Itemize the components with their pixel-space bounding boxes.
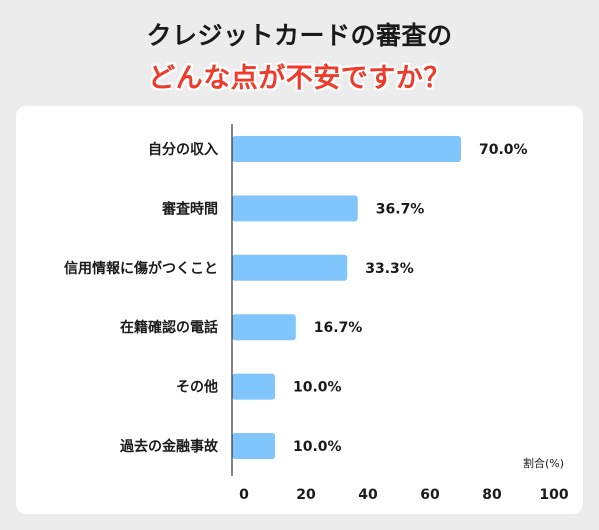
x-axis-label: 割合(%) — [523, 456, 564, 470]
bar-2 — [232, 254, 348, 281]
x-tick-label-1: 20 — [296, 487, 316, 503]
category-label-3: 在籍確認の電話 — [120, 319, 218, 336]
bar-4 — [232, 373, 275, 400]
bar-1 — [232, 195, 358, 222]
value-label-0: 70.0% — [479, 142, 528, 158]
category-label-1: 審査時間 — [161, 200, 218, 217]
value-label-1: 36.7% — [376, 201, 425, 217]
x-tick-label-5: 100 — [539, 487, 568, 503]
value-label-5: 10.0% — [293, 439, 342, 455]
bar-0 — [232, 136, 461, 162]
x-tick-label-0: 0 — [239, 487, 249, 503]
category-label-0: 自分の収入 — [148, 141, 218, 158]
value-label-4: 10.0% — [293, 380, 342, 396]
chart-panel — [16, 106, 583, 514]
x-tick-label-3: 60 — [420, 487, 440, 503]
chart-title-line1: クレジットカードの審査の — [146, 21, 453, 50]
x-tick-label-4: 80 — [482, 487, 502, 503]
x-tick-label-2: 40 — [358, 487, 378, 503]
value-label-3: 16.7% — [314, 320, 363, 336]
bar-5 — [232, 433, 275, 459]
chart-title-line2: どんな点が不安ですか？ — [148, 63, 451, 94]
category-label-2: 信用情報に傷がつくこと — [64, 260, 218, 277]
category-label-4: その他 — [176, 379, 218, 396]
bar-3 — [232, 314, 296, 341]
category-label-5: 過去の金融事故 — [119, 438, 219, 455]
value-label-2: 33.3% — [365, 261, 414, 277]
